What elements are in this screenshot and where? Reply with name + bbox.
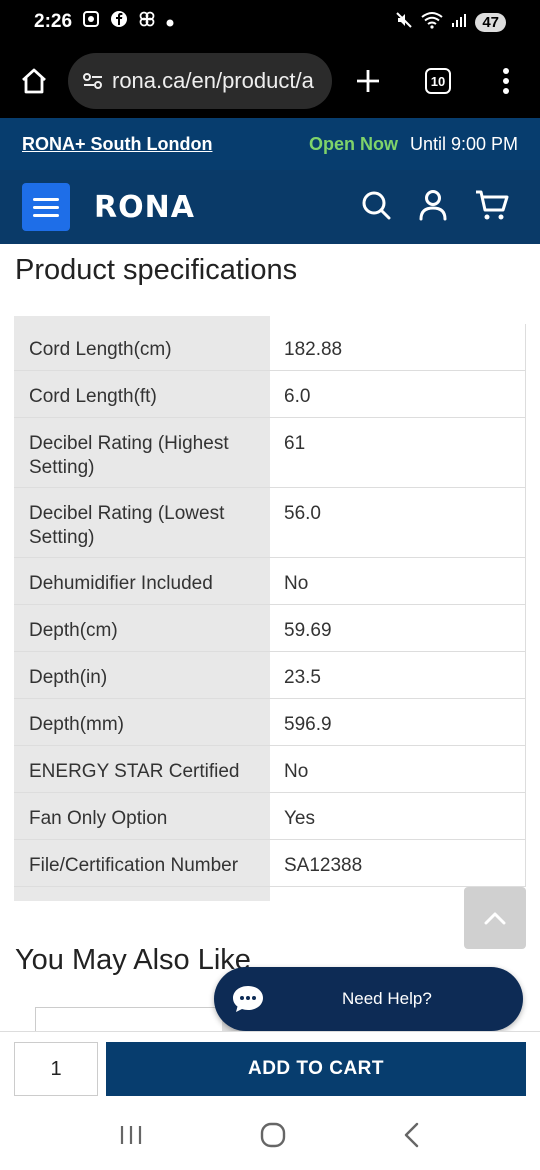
spec-name: Decibel Rating (Lowest Setting) — [14, 488, 270, 557]
spec-name: Depth(mm) — [14, 699, 270, 745]
spec-row: Cord Length(ft) 6.0 — [14, 371, 526, 418]
spec-value: No — [270, 746, 526, 792]
rona-logo[interactable]: RONA — [94, 189, 195, 225]
store-bar: RONA+ South London Open Now Until 9:00 P… — [0, 118, 540, 170]
spec-row: Depth(mm) 596.9 — [14, 699, 526, 746]
status-bar: 2:26 47 — [0, 0, 540, 44]
back-icon — [404, 1122, 419, 1148]
system-nav-bar — [0, 1105, 540, 1170]
spec-table-top — [14, 316, 270, 324]
screenshot-icon — [82, 10, 100, 34]
spec-row: Depth(in) 23.5 — [14, 652, 526, 699]
spec-value: 59.69 — [270, 605, 526, 651]
hamburger-icon — [33, 197, 59, 201]
spec-name: ENERGY STAR Certified — [14, 746, 270, 792]
need-help-label: Need Help? — [342, 989, 432, 1008]
site-settings-icon[interactable] — [82, 71, 104, 91]
scroll-to-top-button[interactable] — [464, 887, 526, 949]
search-button[interactable] — [360, 189, 392, 226]
spec-name: Depth(cm) — [14, 605, 270, 651]
spec-name: File/Certification Number — [14, 840, 270, 886]
chat-icon — [228, 979, 268, 1019]
recent-apps-button[interactable] — [118, 1124, 144, 1151]
spec-row: ENERGY STAR Certified No — [14, 746, 526, 793]
spec-value: 56.0 — [270, 488, 526, 557]
spec-name: Cord Length(cm) — [14, 324, 270, 370]
spec-row: Cord Length(cm) 182.88 — [14, 324, 526, 371]
add-to-cart-bar: 1 ADD TO CART — [0, 1031, 540, 1105]
spec-row: Fan Only Option Yes — [14, 793, 526, 840]
tab-switcher-button[interactable]: 10 — [404, 68, 472, 94]
notification-dot-icon — [166, 11, 174, 33]
recents-icon — [120, 1126, 142, 1144]
plus-icon — [357, 70, 379, 92]
cart-icon — [476, 190, 509, 219]
pinwheel-icon — [138, 10, 156, 34]
spec-row: Decibel Rating (Highest Setting) 61 — [14, 418, 526, 488]
spec-row: Decibel Rating (Lowest Setting) 56.0 — [14, 488, 526, 558]
browser-toolbar: rona.ca/en/product/a 10 — [0, 44, 540, 118]
cart-button[interactable] — [474, 188, 510, 227]
new-tab-button[interactable] — [332, 68, 404, 94]
specs-title: Product specifications — [15, 254, 298, 286]
also-like-title: You May Also Like — [15, 944, 251, 976]
spec-name: Depth(in) — [14, 652, 270, 698]
facebook-icon — [110, 10, 128, 34]
spec-row: Dehumidifier Included No — [14, 558, 526, 605]
spec-value: SA12388 — [270, 840, 526, 886]
home-icon — [22, 68, 46, 94]
spec-value: Yes — [270, 793, 526, 839]
more-vert-icon — [503, 68, 509, 94]
url-text: rona.ca/en/product/a — [112, 68, 314, 93]
add-to-cart-button[interactable]: ADD TO CART — [106, 1042, 526, 1096]
store-link[interactable]: RONA+ South London — [22, 133, 213, 154]
spec-value: No — [270, 558, 526, 604]
browser-menu-button[interactable] — [472, 68, 540, 94]
spec-value: 23.5 — [270, 652, 526, 698]
need-help-button[interactable]: Need Help? — [214, 967, 523, 1031]
home-button[interactable] — [0, 66, 68, 96]
mute-icon — [395, 11, 413, 34]
wifi-icon — [421, 11, 443, 34]
spec-value: 182.88 — [270, 324, 526, 370]
site-header: RONA — [0, 170, 540, 244]
status-time: 2:26 — [34, 11, 73, 32]
tab-count: 10 — [425, 68, 451, 94]
spec-name: Fan Only Option — [14, 793, 270, 839]
chevron-up-icon — [484, 912, 506, 925]
battery-indicator: 47 — [475, 12, 506, 32]
spec-row: Depth(cm) 59.69 — [14, 605, 526, 652]
back-button[interactable] — [402, 1122, 422, 1153]
spec-value: 596.9 — [270, 699, 526, 745]
spec-value: 6.0 — [270, 371, 526, 417]
url-bar[interactable]: rona.ca/en/product/a — [68, 53, 332, 109]
quantity-input[interactable]: 1 — [14, 1042, 98, 1096]
user-icon — [419, 189, 447, 220]
spec-row: File/Certification Number SA12388 — [14, 840, 526, 887]
open-status: Open Now — [308, 133, 398, 154]
home-circle-icon — [260, 1122, 286, 1148]
home-nav-button[interactable] — [260, 1122, 286, 1153]
signal-icon — [451, 12, 467, 33]
spec-name: Cord Length(ft) — [14, 371, 270, 417]
search-icon — [362, 191, 391, 219]
menu-button[interactable] — [22, 183, 70, 231]
store-hours: Until 9:00 PM — [409, 133, 518, 154]
spec-table-bottom — [14, 887, 270, 901]
spec-name: Dehumidifier Included — [14, 558, 270, 604]
spec-name: Decibel Rating (Highest Setting) — [14, 418, 270, 487]
account-button[interactable] — [418, 189, 448, 226]
spec-value: 61 — [270, 418, 526, 487]
